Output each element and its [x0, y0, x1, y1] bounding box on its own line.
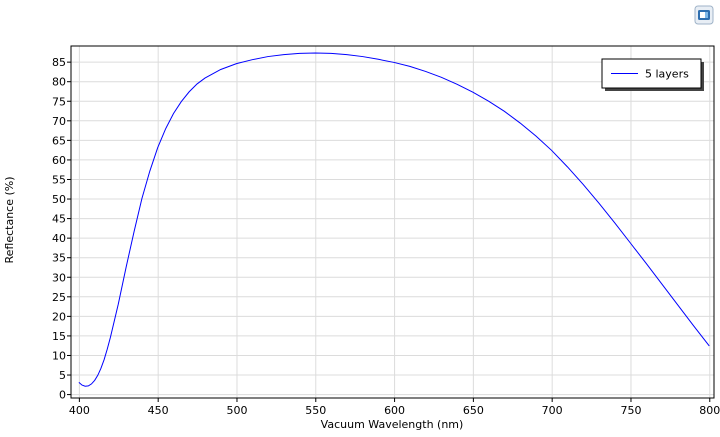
- y-tick-label: 30: [52, 271, 66, 284]
- y-tick-label: 20: [52, 310, 66, 323]
- x-tick-label: 700: [542, 404, 563, 417]
- x-tick-label: 650: [463, 404, 484, 417]
- x-axis-label: Vacuum Wavelength (nm): [321, 418, 464, 431]
- y-tick-label: 50: [52, 193, 66, 206]
- y-tick-label: 10: [52, 349, 66, 362]
- y-tick-label: 55: [52, 173, 66, 186]
- x-tick-label: 450: [148, 404, 169, 417]
- y-tick-label: 75: [52, 95, 66, 108]
- comsol-logo-icon[interactable]: [694, 5, 714, 25]
- y-tick-label: 85: [52, 56, 66, 69]
- y-tick-label: 60: [52, 154, 66, 167]
- y-tick-label: 65: [52, 134, 66, 147]
- plot-frame: [70, 45, 715, 399]
- legend-label: 5 layers: [645, 68, 689, 81]
- y-tick-label: 45: [52, 213, 66, 226]
- y-tick-label: 80: [52, 76, 66, 89]
- x-tick-label: 800: [699, 404, 720, 417]
- axis-ticks: 0 5 10 15 20 25 30 35 40 45 50 55 60 65 70 75 80 85 400 450…: [52, 56, 720, 417]
- x-tick-label: 500: [226, 404, 247, 417]
- legend: 5 layers: [601, 58, 704, 91]
- x-tick-label: 750: [620, 404, 641, 417]
- series-line-5-layers: [78, 52, 710, 387]
- x-tick-label: 600: [384, 404, 405, 417]
- y-tick-label: 5: [59, 369, 66, 382]
- y-tick-label: 40: [52, 232, 66, 245]
- y-tick-label: 35: [52, 252, 66, 265]
- y-axis-label: Reflectance (%): [3, 176, 16, 263]
- y-tick-label: 25: [52, 291, 66, 304]
- y-tick-label: 0: [59, 389, 66, 402]
- y-tick-label: 70: [52, 115, 66, 128]
- x-tick-label: 550: [305, 404, 326, 417]
- x-tick-label: 400: [69, 404, 90, 417]
- y-tick-label: 15: [52, 330, 66, 343]
